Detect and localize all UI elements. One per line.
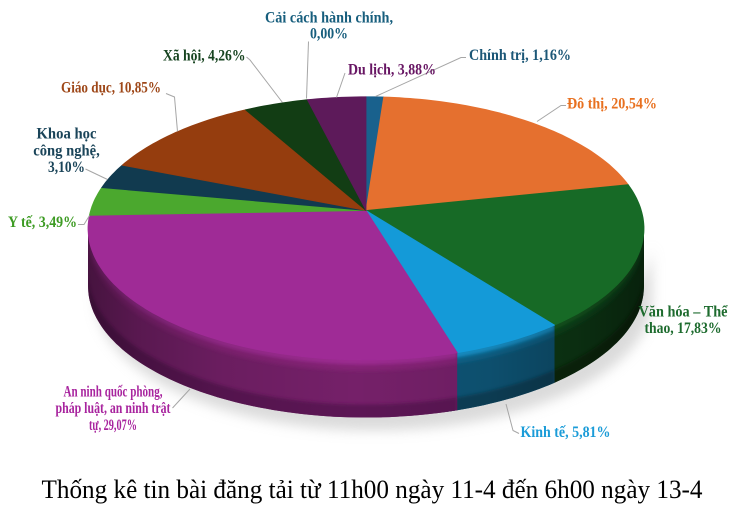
svg-text:3,10%: 3,10% [48,159,85,176]
svg-text:Khoa học: Khoa học [37,126,97,143]
svg-text:An ninh quốc phòng,: An ninh quốc phòng, [64,384,163,401]
svg-text:0,00%: 0,00% [310,26,348,43]
svg-text:pháp luật, an ninh trật: pháp luật, an ninh trật [56,400,171,417]
svg-text:thao, 17,83%: thao, 17,83% [645,320,722,337]
svg-text:Du lịch, 3,88%: Du lịch, 3,88% [348,62,436,79]
svg-text:Cải cách hành chính,: Cải cách hành chính, [265,10,393,27]
svg-text:Văn hóa – Thể: Văn hóa – Thể [639,304,729,321]
svg-text:Xã hội, 4,26%: Xã hội, 4,26% [163,48,246,65]
svg-text:Thống kê tin bài đăng tải từ 1: Thống kê tin bài đăng tải từ 11h00 ngày … [42,475,703,504]
svg-text:Chính trị, 1,16%: Chính trị, 1,16% [469,47,571,64]
svg-text:Giáo dục, 10,85%: Giáo dục, 10,85% [61,80,161,97]
svg-text:Kinh tế, 5,81%: Kinh tế, 5,81% [521,424,611,441]
svg-text:Đô thị, 20,54%: Đô thị, 20,54% [567,96,657,113]
svg-text:Y tế, 3,49%: Y tế, 3,49% [8,214,77,231]
svg-text:tự, 29,07%: tự, 29,07% [89,417,137,434]
svg-text:công nghệ,: công nghệ, [33,143,100,160]
